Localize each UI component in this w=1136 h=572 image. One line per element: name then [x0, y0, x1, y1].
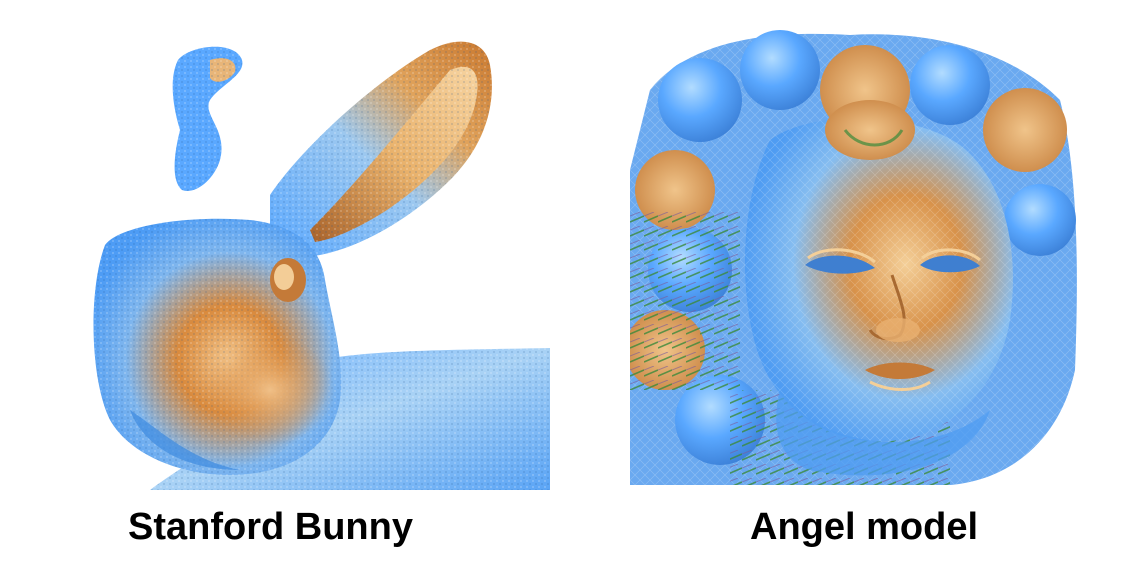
- bunny-render: [70, 30, 550, 490]
- bunny-scan-image: [93, 41, 550, 490]
- angel-scan-image: [630, 30, 1077, 485]
- bunny-caption: Stanford Bunny: [128, 506, 413, 548]
- angel-render: [630, 30, 1080, 485]
- angel-caption: Angel model: [750, 506, 979, 548]
